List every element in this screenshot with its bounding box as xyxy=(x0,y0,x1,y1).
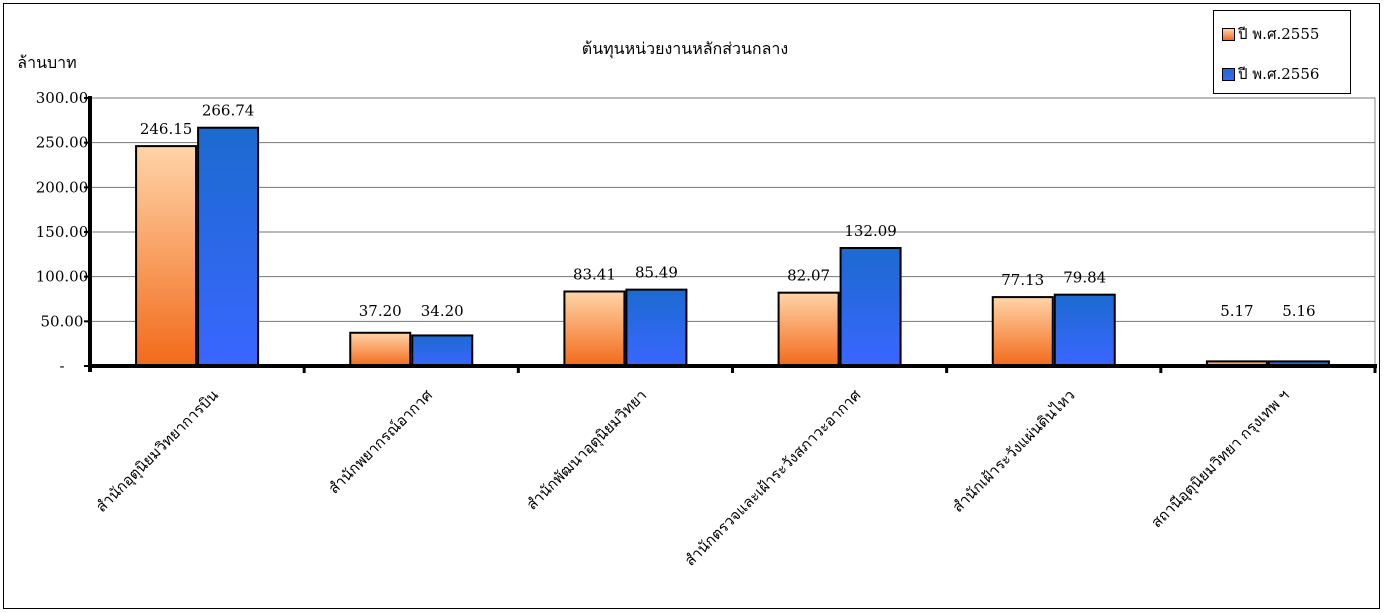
y-tick-label: 50.00 xyxy=(41,312,84,330)
bar-s1-c1 xyxy=(411,334,474,367)
x-tick-label: สำนักอุตุนิยมวิทยาการบิน xyxy=(92,386,222,516)
y-tick-label: 200.00 xyxy=(36,178,89,196)
bars xyxy=(135,126,1330,368)
legend-item-2556: ปี พ.ศ.2556 xyxy=(1222,64,1319,84)
data-label: 246.15 xyxy=(140,120,193,138)
data-label: 266.74 xyxy=(202,102,255,120)
bar-s0-c1 xyxy=(349,331,412,368)
chart-title: ต้นทุนหน่วยงานหลักส่วนกลาง xyxy=(582,39,788,59)
y-tick-label: 100.00 xyxy=(36,268,89,286)
bar-s1-c3 xyxy=(839,246,902,367)
bar-s1-c0 xyxy=(197,126,260,367)
bar-s1-c2 xyxy=(625,288,688,367)
y-tick-label: 150.00 xyxy=(36,223,89,241)
data-label: 34.20 xyxy=(421,302,464,320)
bar-s1-c4 xyxy=(1053,293,1116,367)
x-tick-label: สำนักพยากรณ์อากาศ xyxy=(325,386,437,498)
bar-s0-c3 xyxy=(777,291,840,368)
data-label: 5.16 xyxy=(1282,302,1315,320)
data-label: 82.07 xyxy=(787,267,830,285)
legend-item-2555: ปี พ.ศ.2555 xyxy=(1222,24,1319,44)
bar-s0-c4 xyxy=(991,296,1054,367)
y-axis-label: ล้านบาท xyxy=(17,53,76,72)
y-tick-label: 250.00 xyxy=(36,134,89,152)
data-label: 79.84 xyxy=(1063,269,1106,287)
bar-s0-c2 xyxy=(563,290,626,367)
x-tick-label: สำนักพัฒนาอุตุนิยมวิทยา xyxy=(523,386,651,514)
y-tick-label: - xyxy=(59,357,64,375)
bar-s0-c0 xyxy=(135,145,198,367)
data-label: 37.20 xyxy=(359,302,402,320)
x-tick-label: สำนักตรวจและเฝ้าระวังสภาวะอากาศ xyxy=(681,386,865,570)
data-label: 85.49 xyxy=(635,264,678,282)
legend-swatch-2556 xyxy=(1222,67,1235,81)
y-tick-label: 300.00 xyxy=(36,89,89,107)
data-label: 83.41 xyxy=(573,265,616,283)
legend-label-2556: ปี พ.ศ.2556 xyxy=(1238,65,1320,83)
data-label: 5.17 xyxy=(1220,302,1253,320)
axes xyxy=(84,96,1377,373)
x-tick-label: สถานีอุตุนิยมวิทยา กรุงเทพ ฯ xyxy=(1147,386,1293,532)
legend-label-2555: ปี พ.ศ.2555 xyxy=(1238,25,1320,43)
legend: ปี พ.ศ.2555 ปี พ.ศ.2556 xyxy=(1213,10,1351,94)
data-label: 77.13 xyxy=(1001,271,1044,289)
gridlines xyxy=(90,97,1375,322)
x-tick-label: สำนักเฝ้าระวังแผ่นดินไหว xyxy=(949,386,1079,516)
legend-swatch-2555 xyxy=(1222,27,1235,41)
data-label: 132.09 xyxy=(844,222,897,240)
